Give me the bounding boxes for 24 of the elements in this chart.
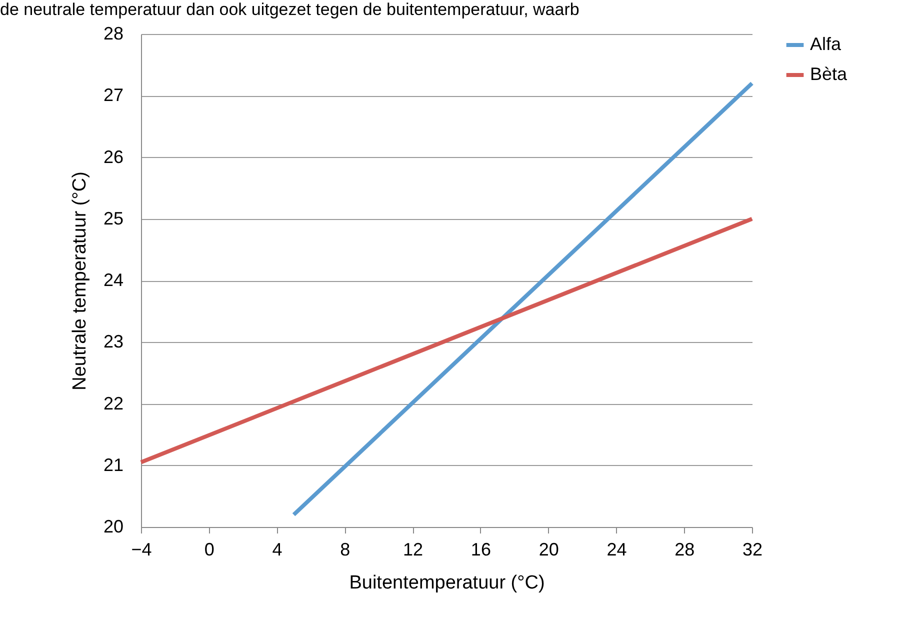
x-tick-label: 20 (538, 540, 559, 560)
x-tick-label: −4 (131, 540, 152, 560)
x-tick-label: 24 (606, 540, 627, 560)
x-tick-label: 12 (403, 540, 424, 560)
x-tick-label: 8 (340, 540, 350, 560)
x-tick-label: 28 (674, 540, 695, 560)
legend-label: Bèta (810, 64, 848, 84)
x-tick-label: 32 (742, 540, 763, 560)
x-axis-title: Buitentemperatuur (°C) (349, 572, 545, 594)
text: de neutrale temperatuur dan ook uitgezet tegen de buitentemperatuur, waarb (0, 0, 580, 20)
y-tick-label: 23 (103, 332, 124, 352)
y-tick-label: 26 (103, 146, 124, 167)
y-tick-label: 25 (103, 208, 124, 228)
x-tick-label: 0 (204, 540, 214, 560)
y-tick-label: 21 (103, 454, 124, 475)
legend-label: Alfa (810, 34, 842, 54)
x-tick-label: 16 (470, 540, 491, 560)
y-tick-label: 28 (103, 24, 124, 44)
y-tick-label: 20 (103, 516, 124, 536)
y-tick-label: 27 (103, 85, 124, 106)
x-tick-label: 4 (272, 540, 282, 560)
y-tick-label: 24 (103, 270, 124, 290)
y-tick-label: 22 (103, 393, 124, 414)
y-axis-title: Neutrale temperatuur (°C) (69, 172, 90, 390)
